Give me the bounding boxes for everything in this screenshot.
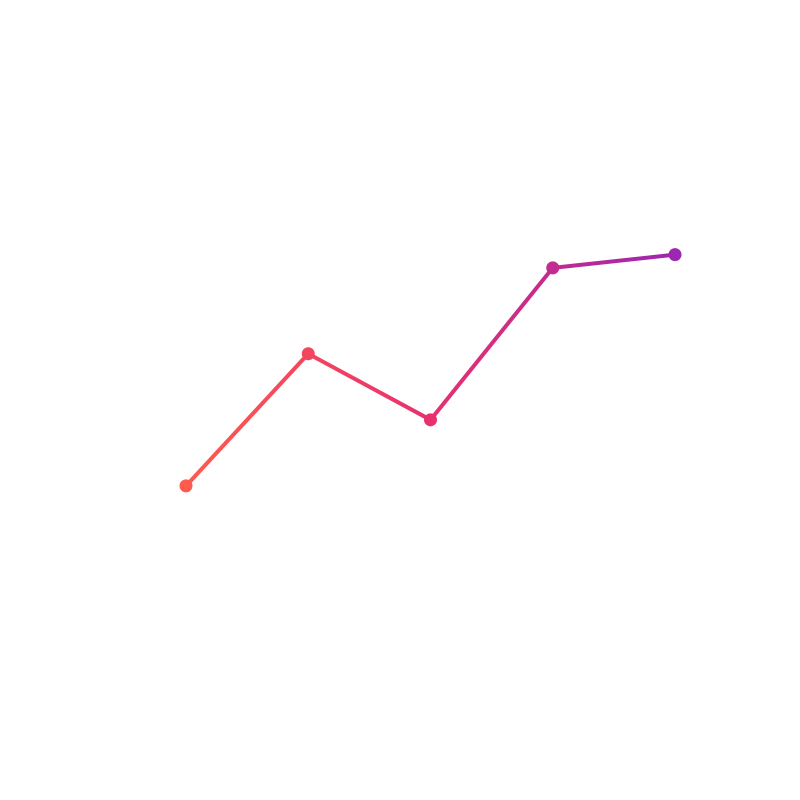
plot-area <box>179 248 682 493</box>
data-point[interactable] <box>179 479 193 493</box>
series-line <box>184 252 677 488</box>
data-point[interactable] <box>424 413 437 427</box>
data-point[interactable] <box>301 347 315 361</box>
data-point[interactable] <box>668 248 682 262</box>
data-point[interactable] <box>546 261 560 275</box>
